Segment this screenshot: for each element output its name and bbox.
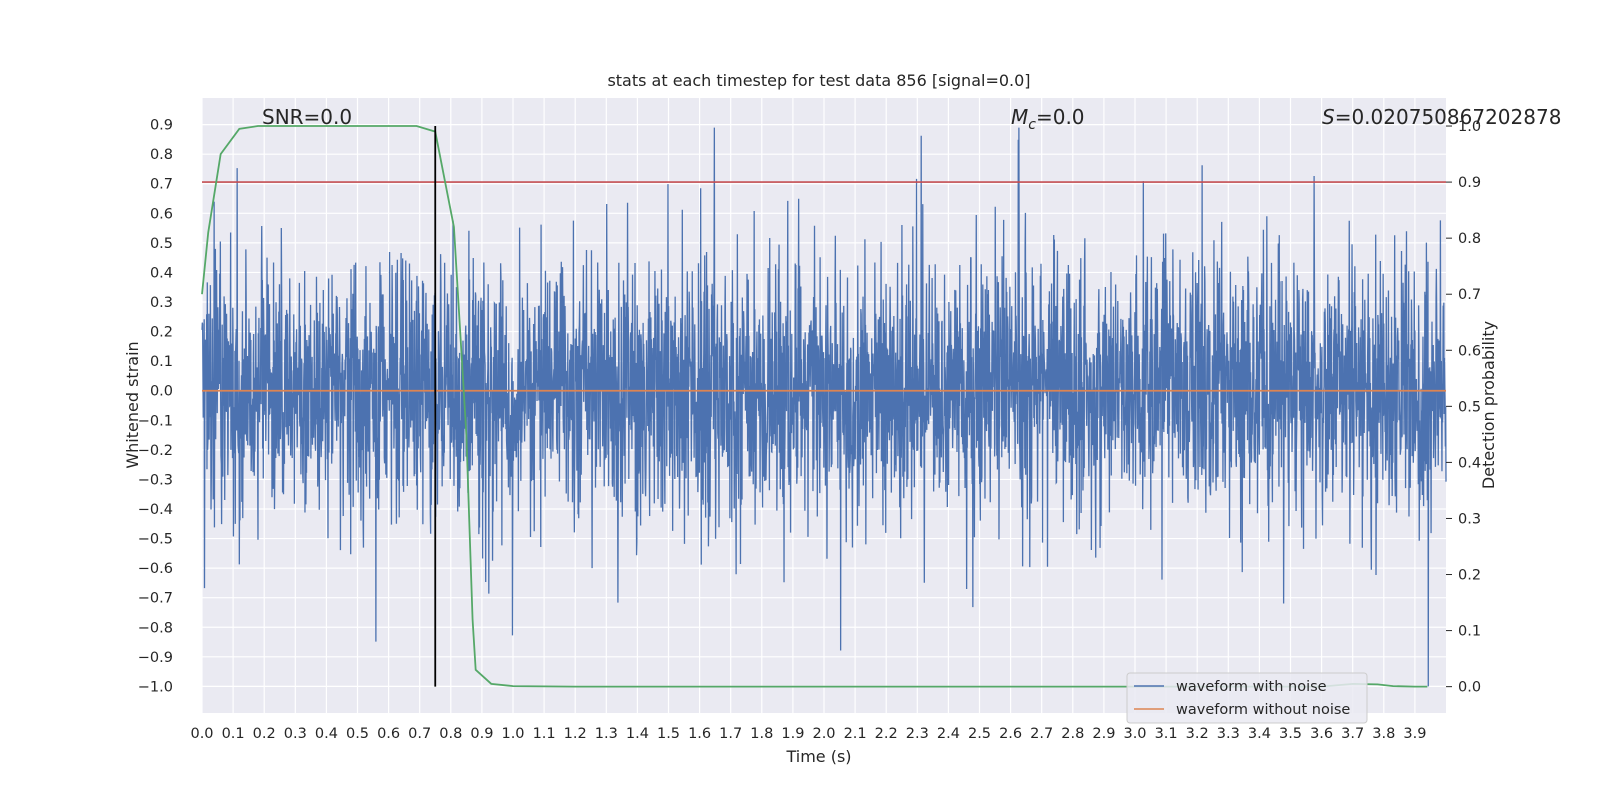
y-tick-label: 0.3 — [150, 295, 173, 311]
s-annotation: S=0.020750867202878 — [1322, 105, 1561, 129]
x-tick-label: 0.6 — [377, 726, 400, 742]
y-tick-label: −0.1 — [138, 413, 173, 429]
x-tick-label: 2.1 — [844, 726, 867, 742]
y-tick-label: −0.2 — [138, 443, 173, 459]
x-tick-label: 2.8 — [1061, 726, 1084, 742]
y2-tick-label: 0.5 — [1458, 399, 1481, 415]
y-axis-label: Whitened strain — [123, 341, 142, 468]
x-tick-label: 2.6 — [999, 726, 1022, 742]
y2-axis-ticks: 1.0 0.9 0.8 0.7 0.6 0.5 0.4 0.3 0.2 0.1 0.0 — [1446, 119, 1481, 696]
legend-box — [1126, 672, 1368, 724]
x-tick-label: 2.7 — [1030, 726, 1053, 742]
y-tick-label: −0.5 — [138, 532, 173, 548]
snr-annotation: SNR=0.0 — [262, 105, 352, 129]
x-tick-label: 1.9 — [781, 726, 804, 742]
x-tick-label: 1.0 — [501, 726, 524, 742]
x-tick-label: 0.5 — [346, 726, 369, 742]
chart-title: stats at each timestep for test data 856… — [607, 71, 1030, 90]
mc-annotation: Mc=0.0 — [1011, 105, 1085, 133]
x-tick-label: 2.2 — [875, 726, 898, 742]
y2-tick-label: 0.2 — [1458, 568, 1481, 584]
x-tick-label: 0.3 — [284, 726, 307, 742]
y-tick-label: 0.1 — [150, 354, 173, 370]
x-axis-ticks: 0.0 0.1 0.2 0.3 0.4 0.5 0.6 0.7 0.8 0.9 1.0 1.1 1.2 1… — [190, 726, 1426, 742]
x-tick-label: 2.5 — [968, 726, 991, 742]
y2-tick-label: 0.4 — [1458, 455, 1481, 471]
x-tick-label: 3.9 — [1403, 726, 1426, 742]
y-tick-label: 0.4 — [150, 265, 173, 281]
noise-trace — [201, 127, 1447, 687]
y2-tick-label: 0.8 — [1458, 231, 1481, 247]
x-tick-label: 0.7 — [408, 726, 431, 742]
y-axis-ticks: 0.9 0.8 0.7 0.6 0.5 0.4 0.3 0.2 0.1 0.0 −0.1 −0.2 −0… — [138, 118, 173, 696]
y2-tick-label: 0.7 — [1458, 287, 1481, 303]
y-tick-label: −0.6 — [138, 561, 173, 577]
x-tick-label: 3.0 — [1123, 726, 1146, 742]
x-tick-label: 3.8 — [1372, 726, 1395, 742]
y-tick-label: 0.9 — [150, 118, 173, 134]
y-tick-label: 0.7 — [150, 177, 173, 193]
x-tick-label: 3.5 — [1279, 726, 1302, 742]
x-tick-label: 1.7 — [719, 726, 742, 742]
x-tick-label: 2.9 — [1092, 726, 1115, 742]
y2-tick-label: 0.3 — [1458, 511, 1481, 527]
y-tick-label: −0.4 — [138, 502, 173, 518]
x-tick-label: 3.2 — [1186, 726, 1209, 742]
y-tick-label: −0.3 — [138, 472, 173, 488]
y-tick-label: 0.2 — [150, 325, 173, 341]
x-tick-label: 0.9 — [470, 726, 493, 742]
x-tick-label: 3.1 — [1155, 726, 1178, 742]
x-tick-label: 0.2 — [253, 726, 276, 742]
series-waveform-with-noise — [201, 127, 1447, 687]
y-tick-label: 0.5 — [150, 236, 173, 252]
x-tick-label: 1.2 — [564, 726, 587, 742]
y2-axis-label: Detection probability — [1479, 321, 1498, 489]
y-tick-label: −0.9 — [138, 650, 173, 666]
x-tick-label: 2.4 — [937, 726, 960, 742]
x-tick-label: 1.4 — [626, 726, 649, 742]
y-tick-label: 0.6 — [150, 206, 173, 222]
x-tick-label: 1.6 — [688, 726, 711, 742]
y2-tick-label: 0.1 — [1458, 624, 1481, 640]
x-tick-label: 1.8 — [750, 726, 773, 742]
legend-label-noise: waveform with noise — [1176, 679, 1327, 695]
x-tick-label: 1.1 — [533, 726, 556, 742]
y-tick-label: −0.8 — [138, 620, 173, 636]
y-tick-label: −1.0 — [138, 679, 173, 695]
x-tick-label: 2.3 — [906, 726, 929, 742]
y2-tick-label: 0.9 — [1458, 175, 1481, 191]
y2-tick-label: 0.6 — [1458, 343, 1481, 359]
x-tick-label: 0.1 — [222, 726, 245, 742]
y-tick-label: −0.7 — [138, 591, 173, 607]
x-tick-label: 0.0 — [190, 726, 213, 742]
x-tick-label: 0.8 — [439, 726, 462, 742]
y2-tick-label: 0.0 — [1458, 680, 1481, 696]
x-axis-label: Time (s) — [785, 747, 851, 766]
x-tick-label: 2.0 — [812, 726, 835, 742]
x-tick-label: 3.7 — [1341, 726, 1364, 742]
x-tick-label: 3.3 — [1217, 726, 1240, 742]
y2-tick-label: 1.0 — [1458, 119, 1481, 135]
x-tick-label: 0.4 — [315, 726, 338, 742]
x-tick-label: 1.5 — [657, 726, 680, 742]
y-tick-label: 0.0 — [150, 384, 173, 400]
x-tick-label: 3.6 — [1310, 726, 1333, 742]
y-tick-label: 0.8 — [150, 147, 173, 163]
x-tick-label: 3.4 — [1248, 726, 1271, 742]
x-tick-label: 1.3 — [595, 726, 618, 742]
legend: waveform with noise waveform without noi… — [1126, 672, 1368, 724]
legend-label-clean: waveform without noise — [1176, 702, 1350, 718]
